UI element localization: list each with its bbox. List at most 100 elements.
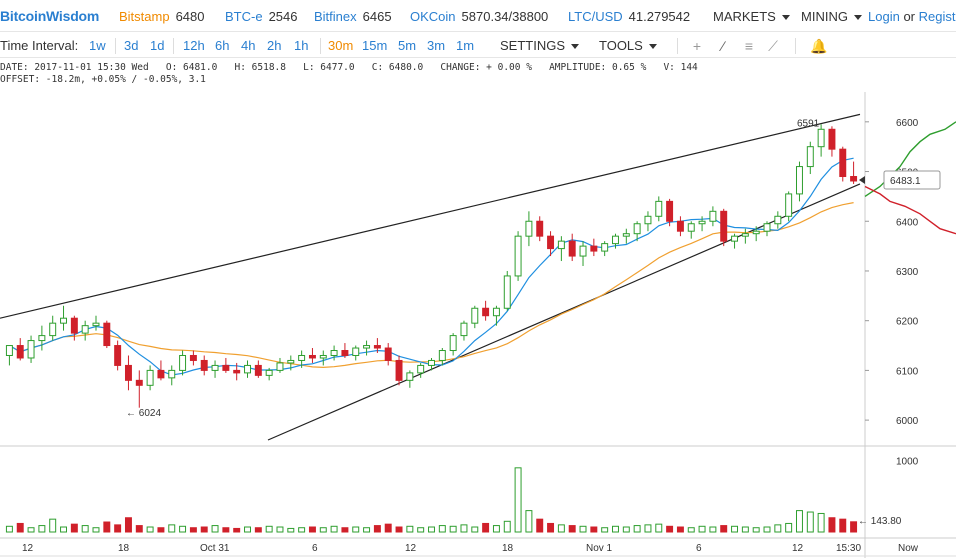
volume-bar bbox=[70, 523, 78, 533]
chevron-down-icon bbox=[781, 15, 790, 21]
candle-body bbox=[49, 322, 57, 337]
interval-1d[interactable]: 1d bbox=[150, 38, 165, 53]
markets-menu[interactable]: MARKETS bbox=[713, 9, 790, 24]
volume-bar bbox=[698, 525, 706, 533]
candle-body bbox=[633, 223, 641, 235]
volume-bar bbox=[298, 527, 306, 533]
volume-bar bbox=[492, 525, 500, 533]
ticker-ltcusd[interactable]: LTC/USD 41.279542 bbox=[568, 9, 691, 24]
volume-bar bbox=[417, 527, 425, 533]
volume-bar bbox=[763, 526, 771, 533]
volume-bar bbox=[731, 525, 739, 533]
candle-body bbox=[189, 354, 197, 361]
candle-body bbox=[795, 166, 803, 195]
interval-3d[interactable]: 3d bbox=[124, 38, 139, 53]
volume-bar bbox=[839, 518, 847, 533]
ticker-btce[interactable]: BTC-e 2546 bbox=[225, 9, 298, 24]
candle-body bbox=[417, 364, 425, 374]
candle-body bbox=[698, 220, 706, 225]
mining-menu[interactable]: MINING bbox=[801, 9, 862, 24]
volume-bar bbox=[482, 522, 490, 533]
time-tick-label: 12 bbox=[22, 543, 34, 554]
interval-4h[interactable]: 4h bbox=[241, 38, 256, 53]
volume-bar bbox=[146, 526, 154, 533]
current-price-box bbox=[883, 170, 941, 190]
register-link[interactable]: Registe bbox=[918, 9, 956, 24]
chevron-down-icon bbox=[853, 15, 862, 21]
horizontal-lines-icon[interactable]: ≡ bbox=[744, 38, 754, 54]
volume-bar bbox=[622, 526, 630, 533]
auth-links: Login or Registe bbox=[868, 9, 956, 24]
interval-6h[interactable]: 6h bbox=[215, 38, 230, 53]
volume-bar bbox=[27, 527, 35, 533]
candle-body bbox=[471, 307, 479, 324]
trendline bbox=[267, 183, 861, 441]
volume-bar bbox=[114, 524, 122, 533]
interval-2h[interactable]: 2h bbox=[267, 38, 282, 53]
fibonacci-icon[interactable]: ⟋ bbox=[768, 38, 778, 54]
volume-bar bbox=[341, 527, 349, 533]
crosshair-icon[interactable]: + bbox=[692, 38, 702, 54]
interval-1m[interactable]: 1m bbox=[456, 38, 475, 53]
volume-bar bbox=[536, 518, 544, 533]
volume-bar bbox=[276, 526, 284, 533]
candle-body bbox=[557, 240, 565, 250]
tools-menu[interactable]: TOOLS bbox=[599, 38, 657, 53]
candle-body bbox=[492, 307, 500, 317]
trendline bbox=[0, 113, 861, 319]
chevron-down-icon bbox=[571, 44, 580, 50]
interval-30m[interactable]: 30m bbox=[328, 38, 354, 53]
volume-bar bbox=[806, 511, 814, 533]
candle-body bbox=[308, 354, 316, 359]
volume-bar bbox=[49, 518, 57, 533]
ticker-okcoin[interactable]: OKCoin 5870.34/38800 bbox=[410, 9, 549, 24]
candle-body bbox=[92, 322, 100, 327]
trendline-icon[interactable]: ∕ bbox=[721, 38, 725, 54]
brand-logo[interactable]: BitcoinWisdom bbox=[0, 8, 100, 24]
volume-bar bbox=[265, 525, 273, 533]
time-tick-label: Oct 31 bbox=[200, 543, 230, 554]
candle-body bbox=[330, 350, 338, 356]
volume-bar bbox=[449, 525, 457, 533]
settings-menu[interactable]: SETTINGS bbox=[500, 38, 580, 53]
candle-body bbox=[179, 354, 187, 371]
candle-body bbox=[146, 369, 154, 386]
chevron-down-icon bbox=[648, 44, 657, 50]
candle-body bbox=[222, 364, 230, 371]
candle-body bbox=[785, 193, 793, 217]
interval-12h[interactable]: 12h bbox=[183, 38, 205, 53]
interval-1h[interactable]: 1h bbox=[294, 38, 309, 53]
login-link[interactable]: Login bbox=[868, 9, 900, 24]
volume-bar bbox=[16, 522, 24, 533]
price-tick-label: 6000 bbox=[896, 416, 919, 427]
candle-body bbox=[5, 345, 13, 356]
candle-body bbox=[276, 362, 284, 371]
time-tick-label: Now bbox=[898, 543, 919, 554]
candle-body bbox=[720, 210, 728, 242]
candle-body bbox=[579, 245, 587, 257]
ticker-bitstamp[interactable]: Bitstamp 6480 bbox=[119, 9, 205, 24]
ticker-bitfinex[interactable]: Bitfinex 6465 bbox=[314, 9, 392, 24]
volume-bar bbox=[471, 526, 479, 533]
volume-bar bbox=[741, 526, 749, 533]
candle-body bbox=[70, 317, 78, 334]
candle-body bbox=[622, 233, 630, 237]
volume-bar bbox=[406, 525, 414, 533]
candle-body bbox=[168, 369, 176, 379]
interval-1w[interactable]: 1w bbox=[89, 38, 106, 53]
interval-15m[interactable]: 15m bbox=[362, 38, 388, 53]
volume-bar bbox=[81, 525, 89, 533]
volume-bar bbox=[308, 526, 316, 533]
candle-body bbox=[157, 369, 165, 379]
candle-body bbox=[547, 235, 555, 250]
volume-bar bbox=[103, 521, 111, 533]
interval-3m[interactable]: 3m bbox=[427, 38, 446, 53]
volume-bar bbox=[244, 526, 251, 533]
interval-5m[interactable]: 5m bbox=[398, 38, 417, 53]
candle-body bbox=[774, 215, 782, 225]
bell-icon[interactable]: 🔔 bbox=[810, 38, 828, 54]
candle-body bbox=[16, 345, 24, 359]
candle-body bbox=[233, 369, 241, 374]
volume-bar bbox=[179, 525, 187, 533]
